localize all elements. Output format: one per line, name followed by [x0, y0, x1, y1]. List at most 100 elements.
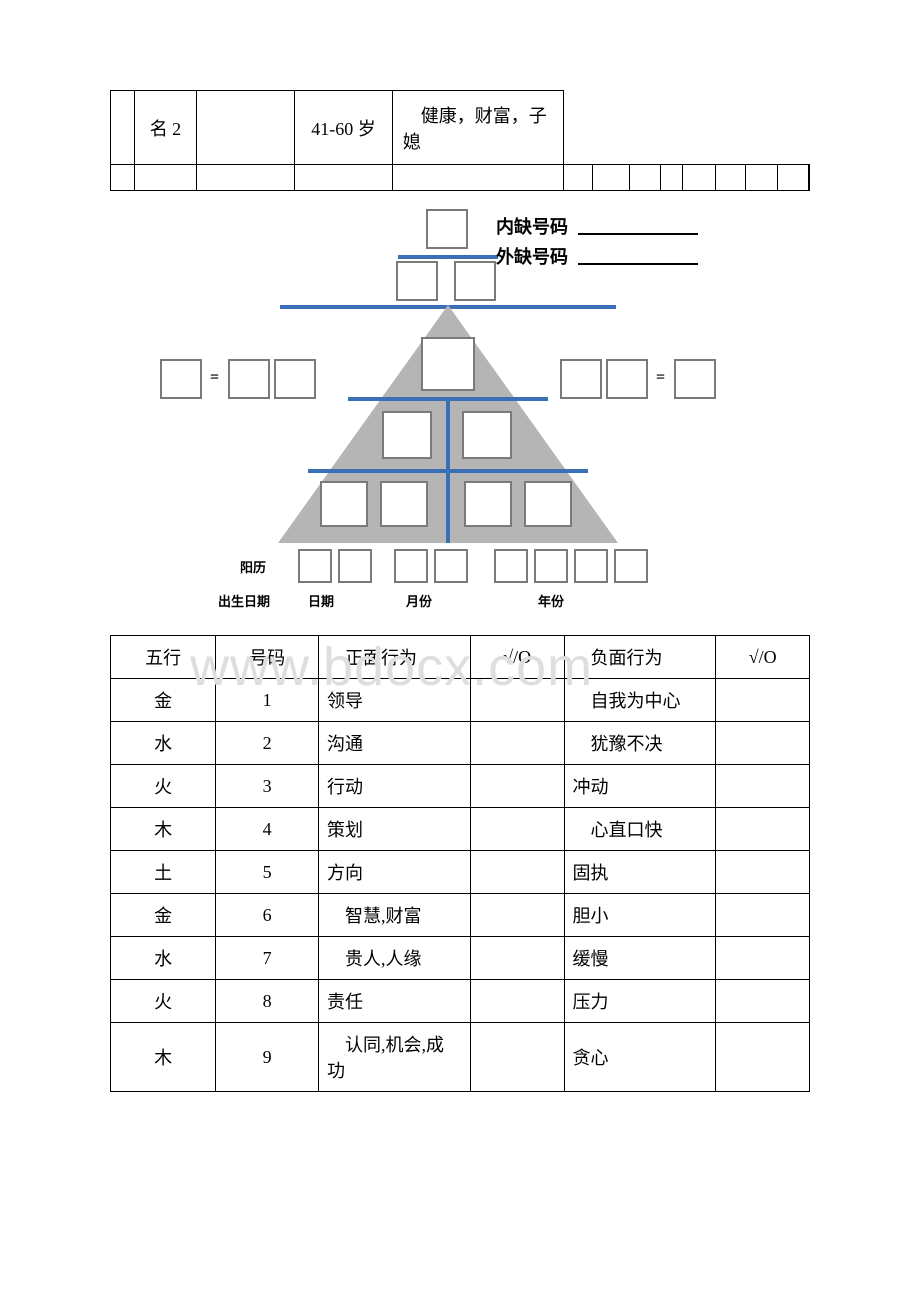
cell: 木: [111, 1023, 216, 1092]
cell: [716, 1023, 810, 1092]
cell: 木: [111, 808, 216, 851]
cell: 3: [216, 765, 319, 808]
table-row: 木9 认同,机会,成功 贪心: [111, 1023, 810, 1092]
low-box-2: [380, 481, 428, 527]
cell: [471, 765, 565, 808]
r2c4: [295, 165, 393, 191]
right-eq-a: [560, 359, 602, 399]
r2c7: [593, 165, 630, 191]
cell: [716, 980, 810, 1023]
hdr-number: 号码: [216, 636, 319, 679]
cell: 领导: [319, 679, 471, 722]
cell: 犹豫不决: [564, 722, 716, 765]
r2c6: [563, 165, 592, 191]
hdr-wuxing: 五行: [111, 636, 216, 679]
cell: 4: [216, 808, 319, 851]
cell: 火: [111, 980, 216, 1023]
table-row: 金1领导 自我为中心: [111, 679, 810, 722]
r2c2: [135, 165, 196, 191]
row2-box-1: [396, 261, 438, 301]
cell: 心直口快: [564, 808, 716, 851]
r2c14: [809, 165, 810, 191]
cell: 8: [216, 980, 319, 1023]
table-row: 火3行动 冲动: [111, 765, 810, 808]
cell: 贵人,人缘: [319, 937, 471, 980]
date-box-2: [338, 549, 372, 583]
table-row: 水2沟通 犹豫不决: [111, 722, 810, 765]
date-box-1: [298, 549, 332, 583]
r2c10: [682, 165, 715, 191]
cell: 2: [216, 722, 319, 765]
calendar-label: 阳历: [240, 557, 266, 576]
r2c5: [392, 165, 563, 191]
r2c13: [778, 165, 809, 191]
cell: 自我为中心: [564, 679, 716, 722]
inner-missing-underline: [578, 233, 698, 235]
cell: [471, 1023, 565, 1092]
top-blank-1: [111, 91, 135, 165]
low-box-4: [524, 481, 572, 527]
cell: 5: [216, 851, 319, 894]
top-blank-2: [196, 91, 295, 165]
right-eq-sign: =: [656, 369, 665, 387]
cell: [471, 808, 565, 851]
name2-cell: 名 2: [135, 91, 196, 165]
cell: 冲动: [564, 765, 716, 808]
cell: 胆小: [564, 894, 716, 937]
table-row: 火8责任压力: [111, 980, 810, 1023]
cell: 金: [111, 679, 216, 722]
low-box-1: [320, 481, 368, 527]
outer-missing-underline: [578, 263, 698, 265]
outer-missing-label: 外缺号码: [496, 243, 568, 269]
low-box-3: [464, 481, 512, 527]
top-box: [426, 209, 468, 249]
cell: 7: [216, 937, 319, 980]
date-box-3: [394, 549, 428, 583]
r2c8: [630, 165, 661, 191]
table-row: 金6 智慧,财富 胆小: [111, 894, 810, 937]
cell: 金: [111, 894, 216, 937]
tri-top-box: [421, 337, 475, 391]
cell: 贪心: [564, 1023, 716, 1092]
birthdate-label: 出生日期: [218, 591, 270, 610]
pyramid-diagram: 内缺号码 外缺号码 = = 阳历 出生日期 日期 月份 年份: [150, 209, 850, 609]
hdr-mark2: √/O: [716, 636, 810, 679]
cell: 压力: [564, 980, 716, 1023]
cell: 6: [216, 894, 319, 937]
cell: 1: [216, 679, 319, 722]
cell: [716, 808, 810, 851]
date-box-5: [494, 549, 528, 583]
cell: 固执: [564, 851, 716, 894]
hdr-positive: 正面行为: [319, 636, 471, 679]
cell: [716, 722, 810, 765]
cell: 方向: [319, 851, 471, 894]
year-label: 年份: [538, 591, 564, 610]
day-label: 日期: [308, 591, 334, 610]
mid-box-2: [462, 411, 512, 459]
cell: 火: [111, 765, 216, 808]
cell: 行动: [319, 765, 471, 808]
table-row: 土5方向 固执: [111, 851, 810, 894]
r2c3: [196, 165, 295, 191]
cell: 水: [111, 937, 216, 980]
r2c1: [111, 165, 135, 191]
date-box-7: [574, 549, 608, 583]
cell: 土: [111, 851, 216, 894]
cell: 缓慢: [564, 937, 716, 980]
tri-hline-2: [308, 469, 588, 473]
cell: 智慧,财富: [319, 894, 471, 937]
cell: [716, 679, 810, 722]
cell: [471, 937, 565, 980]
cell: 认同,机会,成功: [319, 1023, 471, 1092]
cell: [716, 894, 810, 937]
date-box-4: [434, 549, 468, 583]
cell: [716, 851, 810, 894]
r2c11: [715, 165, 746, 191]
inner-missing-label: 内缺号码: [496, 213, 568, 239]
row2-box-2: [454, 261, 496, 301]
cell: 策划: [319, 808, 471, 851]
cell: [471, 894, 565, 937]
cell: [471, 679, 565, 722]
cell: [471, 980, 565, 1023]
cell: 9: [216, 1023, 319, 1092]
